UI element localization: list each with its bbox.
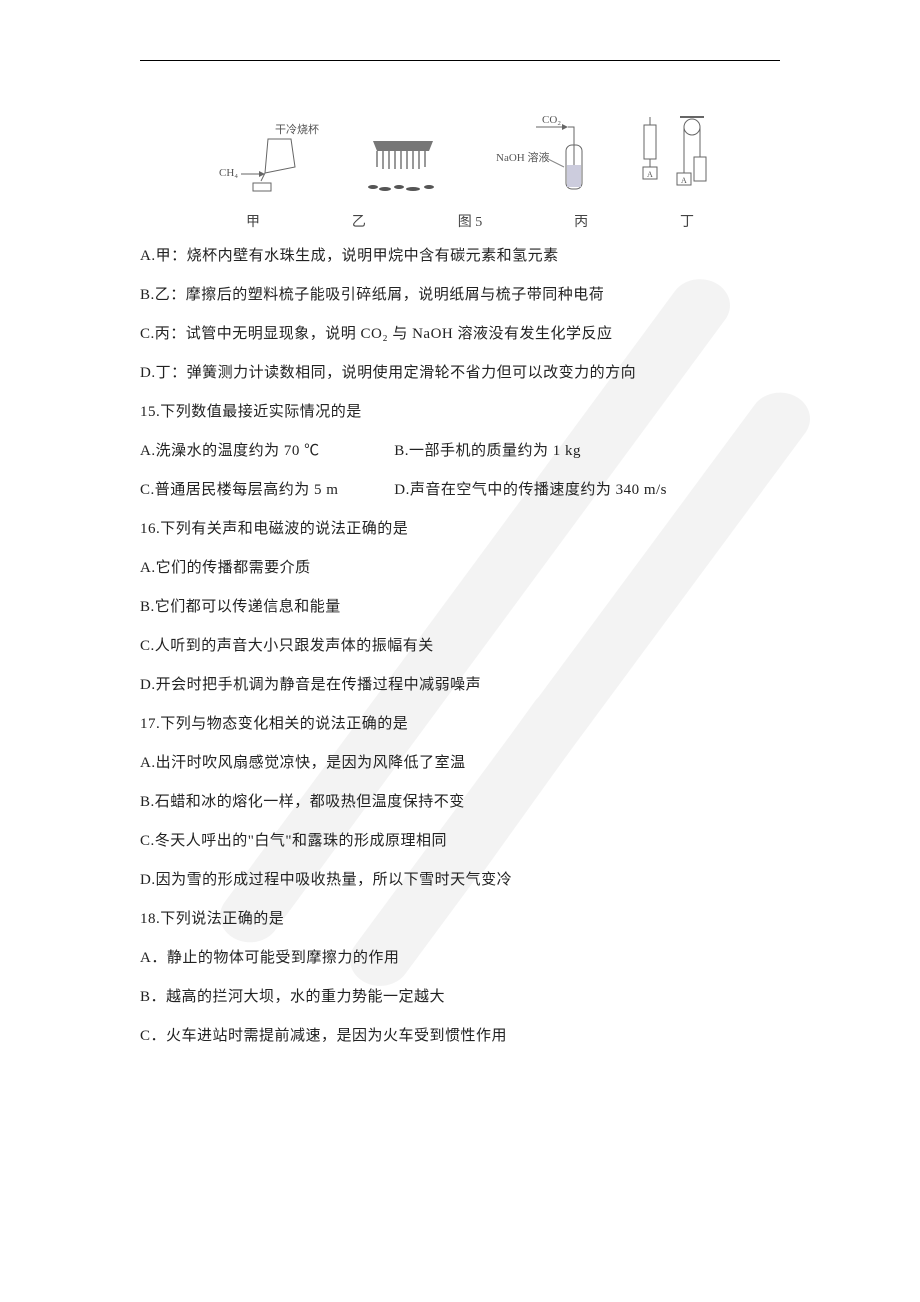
figure-5-sub3: CO₂ NaOH 溶液 bbox=[470, 111, 605, 201]
figure-5-labels: 甲 乙 图 5 丙 丁 bbox=[200, 211, 740, 231]
q16-option-B: B.它们都可以传递信息和能量 bbox=[140, 588, 780, 627]
svg-text:A: A bbox=[647, 170, 653, 179]
anno-naoh: NaOH 溶液 bbox=[496, 150, 549, 164]
q15-option-C: C.普通居民楼每层高约为 5 m bbox=[140, 471, 390, 510]
q14-option-D: D.丁：弹簧测力计读数相同，说明使用定滑轮不省力但可以改变力的方向 bbox=[140, 354, 780, 393]
figure-5: 干冷烧杯 CH₄ bbox=[200, 91, 740, 201]
q14-option-C: C.丙：试管中无明显现象，说明 CO₂ 与 NaOH 溶液没有发生化学反应 bbox=[140, 315, 780, 354]
figure-5-sub4: A A bbox=[605, 111, 740, 201]
q18-option-B: B．越高的拦河大坝，水的重力势能一定越大 bbox=[140, 978, 780, 1017]
anno-co2: CO₂ bbox=[542, 114, 561, 126]
q16-option-C: C.人听到的声音大小只跟发声体的振幅有关 bbox=[140, 627, 780, 666]
q16-option-A: A.它们的传播都需要介质 bbox=[140, 549, 780, 588]
fig-label-3: 丙 bbox=[574, 211, 588, 231]
top-rule bbox=[140, 60, 780, 61]
q16-option-D: D.开会时把手机调为静音是在传播过程中减弱噪声 bbox=[140, 666, 780, 705]
q17-stem: 17.下列与物态变化相关的说法正确的是 bbox=[140, 705, 780, 744]
fig-label-1: 甲 bbox=[246, 211, 260, 231]
q17-option-A: A.出汗时吹风扇感觉凉快，是因为风降低了室温 bbox=[140, 744, 780, 783]
q18-option-A: A．静止的物体可能受到摩擦力的作用 bbox=[140, 939, 780, 978]
anno-beaker: 干冷烧杯 bbox=[275, 122, 319, 136]
fig-caption: 图 5 bbox=[458, 211, 483, 231]
q18-stem: 18.下列说法正确的是 bbox=[140, 900, 780, 939]
fig-label-2: 乙 bbox=[352, 211, 366, 231]
q15-row1: A.洗澡水的温度约为 70 ℃ B.一部手机的质量约为 1 kg bbox=[140, 432, 780, 471]
q15-row2: C.普通居民楼每层高约为 5 m D.声音在空气中的传播速度约为 340 m/s bbox=[140, 471, 780, 510]
q17-option-B: B.石蜡和冰的熔化一样，都吸热但温度保持不变 bbox=[140, 783, 780, 822]
svg-text:A: A bbox=[681, 176, 687, 185]
q14-option-A: A.甲：烧杯内壁有水珠生成，说明甲烷中含有碳元素和氢元素 bbox=[140, 237, 780, 276]
q17-option-C: C.冬天人呼出的"白气"和露珠的形成原理相同 bbox=[140, 822, 780, 861]
q15-stem: 15.下列数值最接近实际情况的是 bbox=[140, 393, 780, 432]
q15-option-B: B.一部手机的质量约为 1 kg bbox=[394, 432, 644, 471]
q14-option-B: B.乙：摩擦后的塑料梳子能吸引碎纸屑，说明纸屑与梳子带同种电荷 bbox=[140, 276, 780, 315]
q16-stem: 16.下列有关声和电磁波的说法正确的是 bbox=[140, 510, 780, 549]
figure-5-sub2 bbox=[335, 121, 470, 201]
figure-5-sub1: 干冷烧杯 CH₄ bbox=[200, 121, 335, 201]
q18-option-C: C．火车进站时需提前减速，是因为火车受到惯性作用 bbox=[140, 1017, 780, 1056]
anno-ch4: CH₄ bbox=[219, 167, 238, 179]
fig-label-4: 丁 bbox=[680, 211, 694, 231]
q15-option-A: A.洗澡水的温度约为 70 ℃ bbox=[140, 432, 390, 471]
q15-option-D: D.声音在空气中的传播速度约为 340 m/s bbox=[394, 471, 667, 510]
q17-option-D: D.因为雪的形成过程中吸收热量，所以下雪时天气变冷 bbox=[140, 861, 780, 900]
